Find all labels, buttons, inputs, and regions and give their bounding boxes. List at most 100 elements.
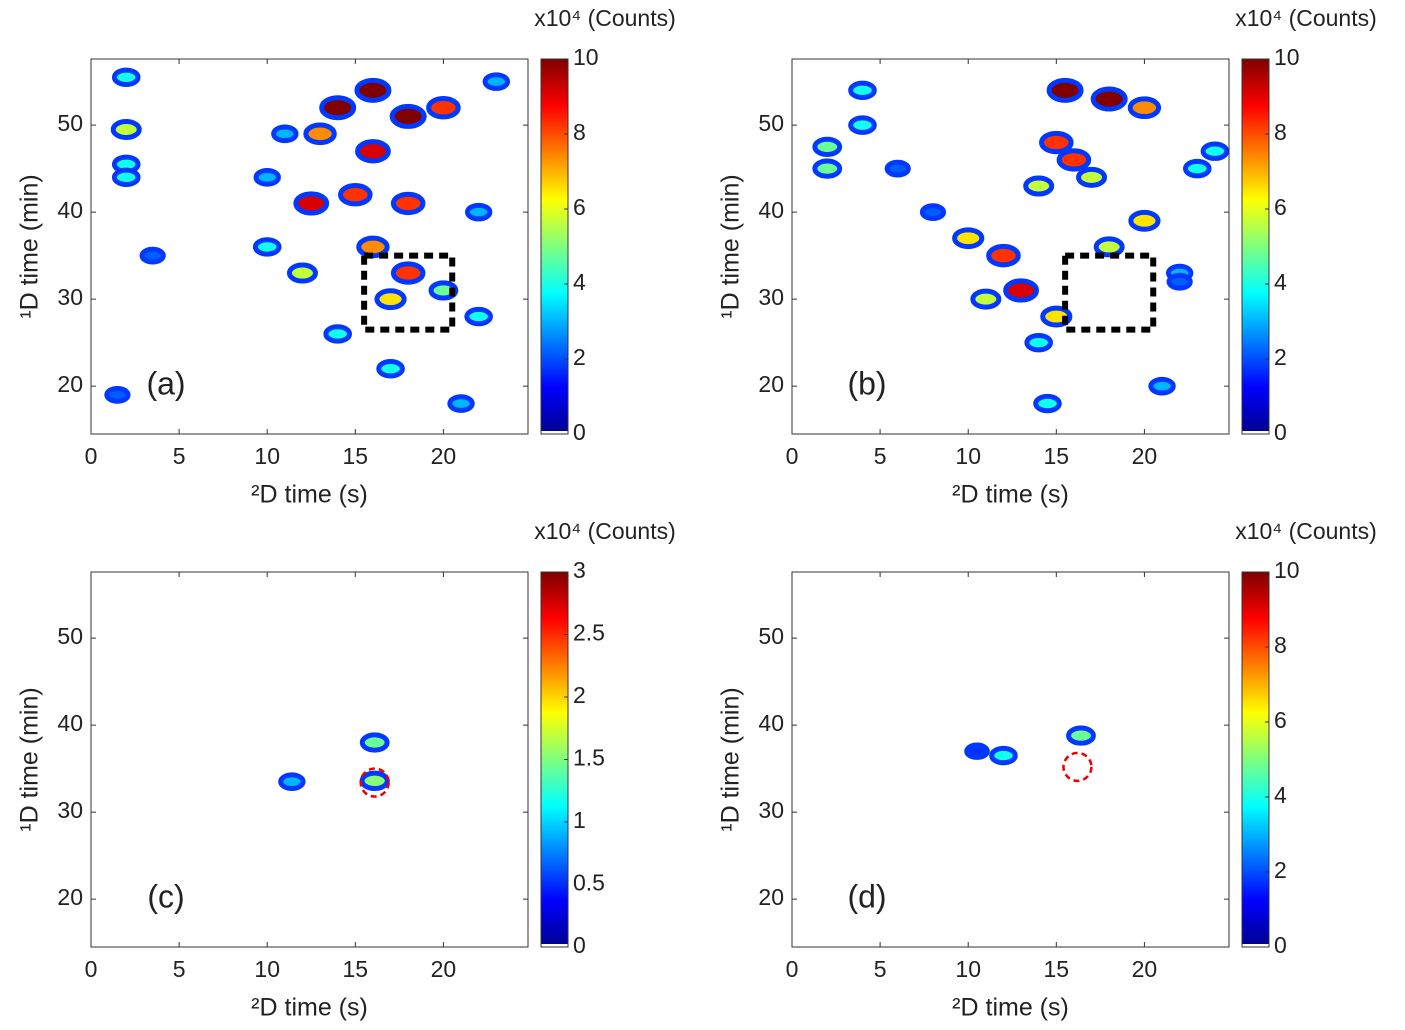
colorbar-floor <box>1242 944 1269 947</box>
x-tick-label: 5 <box>173 956 186 982</box>
y-axis-label: ¹D time (min) <box>16 174 44 318</box>
peak <box>104 385 131 404</box>
colorbar-tick-label: 0 <box>573 419 586 445</box>
x-tick-label: 5 <box>173 443 186 469</box>
peak <box>986 243 1021 268</box>
y-tick-label: 30 <box>57 284 83 310</box>
plot-frame <box>90 58 529 435</box>
y-tick-label: 30 <box>57 797 83 823</box>
x-tick-label: 20 <box>1132 443 1158 469</box>
colorbar-floor <box>541 431 568 434</box>
y-tick-label: 20 <box>758 884 784 910</box>
peak <box>359 732 390 753</box>
peak <box>884 159 911 178</box>
peak <box>482 72 510 91</box>
colorbar-tick-label: 1.5 <box>573 745 605 771</box>
colorbar-tick-label: 4 <box>573 269 586 295</box>
peak <box>354 77 392 103</box>
x-axis-label: ²D time (s) <box>952 481 1069 509</box>
x-tick-label: 15 <box>1044 956 1070 982</box>
peak <box>812 158 843 179</box>
peak <box>252 237 282 257</box>
peak <box>390 261 426 285</box>
peak <box>278 772 306 791</box>
peak <box>919 203 947 222</box>
colorbar-tick-label: 10 <box>1274 44 1300 70</box>
colorbar-tick-label: 0 <box>1274 419 1287 445</box>
peak <box>390 191 426 216</box>
colorbar-tick-label: 2 <box>573 344 586 370</box>
colorbar-tick-label: 1 <box>573 807 586 833</box>
x-tick-label: 0 <box>786 443 799 469</box>
colorbar-tick-label: 8 <box>573 119 586 145</box>
plot-frame <box>791 58 1230 435</box>
peak <box>355 139 391 164</box>
peak <box>1076 166 1108 188</box>
plot-area <box>278 732 390 792</box>
peak <box>271 124 299 144</box>
colorbar-label: x10⁴ (Counts) <box>1235 5 1377 31</box>
peak <box>303 122 337 146</box>
y-tick-label: 40 <box>57 710 83 736</box>
colorbar-label: x10⁴ (Counts) <box>534 518 676 544</box>
colorbar-tick-label: 8 <box>1274 119 1287 145</box>
y-tick-label: 50 <box>758 623 784 649</box>
peak <box>1128 209 1161 232</box>
y-tick-label: 50 <box>57 623 83 649</box>
colorbar-tick-label: 2 <box>1274 857 1287 883</box>
y-axis-label: ¹D time (min) <box>16 687 44 831</box>
x-tick-label: 15 <box>1044 443 1070 469</box>
colorbar-tick-label: 2.5 <box>573 620 605 646</box>
x-tick-label: 20 <box>431 443 457 469</box>
highlight-box <box>1062 252 1157 333</box>
peak <box>1148 376 1176 396</box>
peak <box>964 742 990 760</box>
peak <box>464 202 493 222</box>
x-tick-label: 10 <box>955 956 981 982</box>
colorbar-tick-label: 3 <box>573 557 586 583</box>
x-tick-label: 5 <box>874 956 887 982</box>
highlight-circle <box>359 767 390 798</box>
peak <box>1182 158 1212 179</box>
colorbar-tick-label: 0 <box>573 932 586 958</box>
y-tick-label: 20 <box>57 371 83 397</box>
peak <box>1003 278 1039 303</box>
peak <box>1066 725 1096 746</box>
colorbar-tick-label: 2 <box>573 682 586 708</box>
x-tick-label: 20 <box>1132 956 1158 982</box>
peak <box>1090 86 1128 112</box>
peak <box>989 745 1018 766</box>
plot-area <box>104 67 510 413</box>
peak <box>139 246 166 265</box>
peak <box>111 67 141 87</box>
colorbar-tick-label: 2 <box>1274 344 1287 370</box>
peak <box>1023 175 1055 197</box>
peak <box>952 227 985 250</box>
peak <box>848 115 877 135</box>
x-tick-label: 0 <box>85 443 98 469</box>
colorbar-tick-label: 4 <box>1274 269 1287 295</box>
x-tick-label: 0 <box>786 956 799 982</box>
peak <box>464 306 493 327</box>
colorbar-tick-label: 0 <box>1274 932 1287 958</box>
peak <box>447 394 475 413</box>
colorbar-tick-label: 10 <box>573 44 599 70</box>
peak <box>1039 130 1074 155</box>
peak <box>338 183 373 207</box>
x-axis-label: ²D time (s) <box>952 994 1069 1022</box>
x-axis-label: ²D time (s) <box>251 481 368 509</box>
y-tick-label: 40 <box>758 197 784 223</box>
y-tick-label: 40 <box>57 197 83 223</box>
panel-label: (a) <box>146 365 185 401</box>
colorbar-tick-label: 0.5 <box>573 870 605 896</box>
x-tick-label: 20 <box>431 956 457 982</box>
peak <box>374 288 407 311</box>
peak <box>1200 141 1229 161</box>
colorbar-label: x10⁴ (Counts) <box>1235 518 1377 544</box>
x-tick-label: 15 <box>343 443 369 469</box>
x-axis-label: ²D time (s) <box>251 994 368 1022</box>
peak <box>1127 96 1162 120</box>
peak <box>110 118 142 140</box>
x-tick-label: 10 <box>254 956 280 982</box>
colorbar-tick-label: 6 <box>1274 707 1287 733</box>
